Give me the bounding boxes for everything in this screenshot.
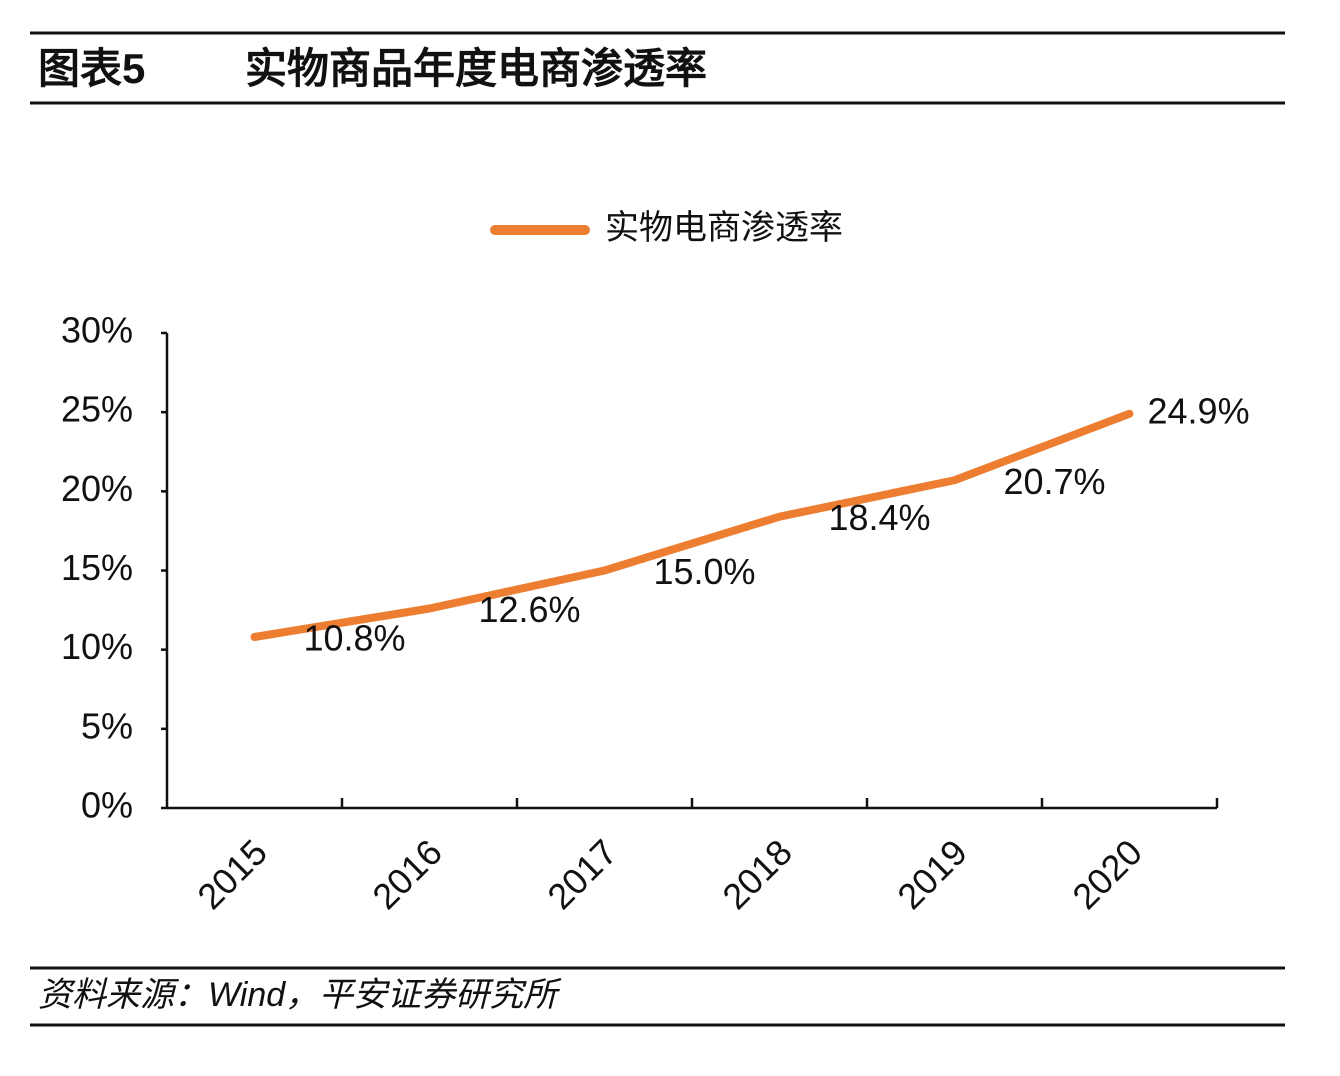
- legend-label: 实物电商渗透率: [605, 209, 843, 247]
- chart-title: 实物商品年度电商渗透率: [245, 45, 707, 92]
- x-tick-label: 2017: [539, 831, 625, 917]
- x-tick-label: 2016: [364, 831, 450, 917]
- y-tick-label: 25%: [61, 389, 133, 430]
- data-label: 20.7%: [1003, 461, 1105, 502]
- source-note: 资料来源：Wind，平安证券研究所: [38, 976, 562, 1014]
- y-tick-label: 15%: [61, 547, 133, 588]
- y-tick-label: 20%: [61, 468, 133, 509]
- data-label: 12.6%: [478, 589, 580, 630]
- x-tick-label: 2020: [1064, 831, 1150, 917]
- y-tick-label: 5%: [81, 705, 133, 746]
- data-line: [250, 409, 1134, 641]
- data-label: 24.9%: [1148, 390, 1250, 431]
- data-label: 10.8%: [303, 618, 405, 659]
- x-tick-label: 2019: [889, 831, 975, 917]
- data-label: 18.4%: [828, 497, 930, 538]
- y-tick-label: 10%: [61, 626, 133, 667]
- x-tick-label: 2015: [189, 831, 275, 917]
- x-tick-label: 2018: [714, 831, 800, 917]
- figure-label: 图表5: [38, 45, 145, 92]
- y-tick-label: 0%: [81, 785, 133, 826]
- data-label: 15.0%: [653, 551, 755, 592]
- y-tick-label: 30%: [61, 310, 133, 351]
